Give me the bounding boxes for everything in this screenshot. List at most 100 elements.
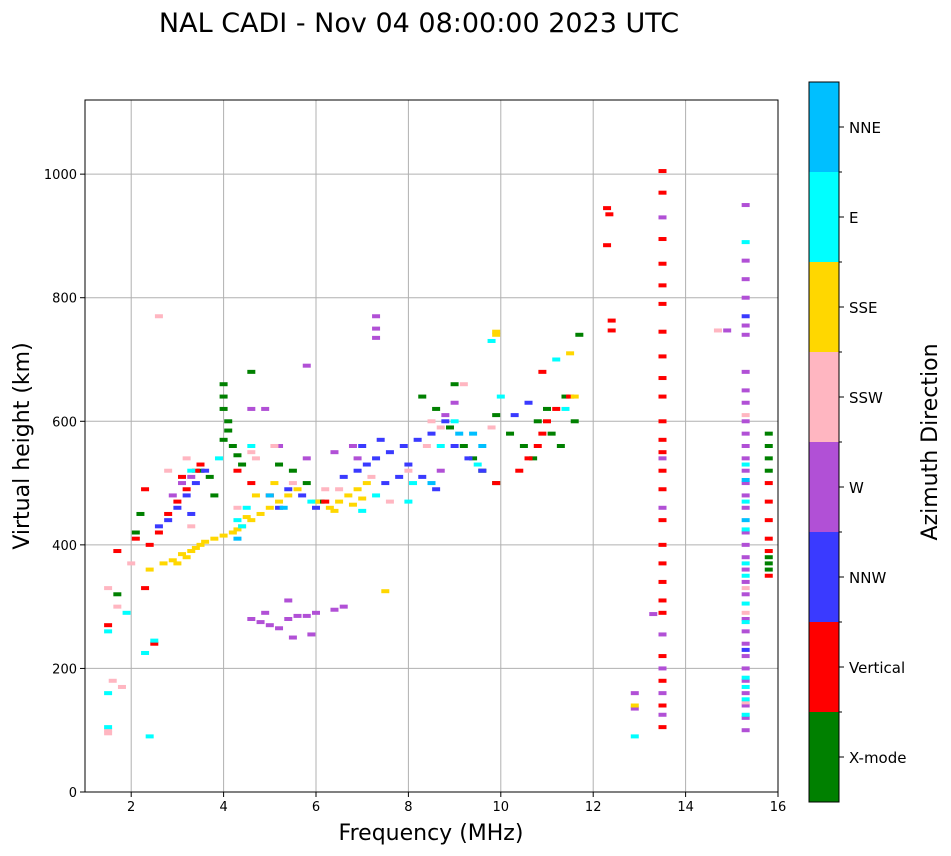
data-point bbox=[741, 413, 750, 418]
data-point bbox=[741, 697, 750, 702]
data-point bbox=[764, 456, 773, 461]
data-point bbox=[275, 444, 284, 448]
data-point bbox=[427, 431, 436, 436]
data-point bbox=[713, 328, 722, 333]
data-point bbox=[154, 524, 163, 529]
data-point bbox=[117, 684, 126, 689]
data-point bbox=[566, 394, 575, 399]
data-point bbox=[538, 431, 547, 436]
data-point bbox=[141, 650, 150, 655]
data-point bbox=[413, 437, 422, 442]
data-point bbox=[164, 468, 173, 473]
data-point bbox=[409, 481, 418, 486]
data-point bbox=[515, 468, 524, 473]
data-point bbox=[224, 419, 233, 424]
data-point bbox=[741, 586, 750, 591]
data-point bbox=[658, 354, 667, 359]
data-point bbox=[741, 715, 750, 720]
data-point bbox=[658, 190, 667, 195]
data-point bbox=[312, 610, 320, 615]
data-point bbox=[196, 542, 205, 547]
data-point bbox=[487, 425, 496, 430]
data-point bbox=[741, 468, 750, 473]
data-point bbox=[450, 419, 459, 424]
data-point bbox=[455, 431, 464, 436]
x-tick-label: 2 bbox=[127, 800, 135, 815]
data-point bbox=[741, 573, 750, 578]
data-point bbox=[284, 617, 293, 621]
data-point bbox=[741, 499, 750, 504]
data-point bbox=[741, 678, 750, 683]
data-point bbox=[658, 301, 667, 306]
data-point bbox=[178, 474, 187, 479]
data-point bbox=[741, 314, 750, 319]
colorbar-segment bbox=[809, 352, 839, 442]
data-point bbox=[459, 382, 468, 387]
colorbar-label: Azimuth Direction bbox=[918, 343, 943, 540]
data-point bbox=[570, 394, 579, 399]
data-point bbox=[344, 493, 353, 498]
data-point bbox=[298, 493, 307, 498]
data-point bbox=[741, 431, 750, 436]
data-point bbox=[741, 444, 750, 448]
data-point bbox=[764, 518, 773, 523]
data-point bbox=[312, 505, 320, 510]
y-tick-label: 600 bbox=[52, 415, 77, 430]
series-e bbox=[104, 240, 750, 739]
data-point bbox=[182, 555, 191, 560]
data-point bbox=[265, 623, 274, 628]
data-point bbox=[182, 456, 191, 461]
data-point bbox=[275, 505, 284, 510]
data-point bbox=[164, 518, 173, 523]
data-point bbox=[191, 481, 200, 486]
data-point bbox=[353, 456, 362, 461]
colorbar: X-mode Vertical NNW W SSW SSE E NNE bbox=[808, 81, 906, 803]
data-point bbox=[321, 487, 330, 492]
data-point bbox=[385, 450, 394, 455]
data-point bbox=[362, 462, 371, 467]
data-point bbox=[275, 462, 284, 467]
data-point bbox=[141, 487, 150, 492]
data-point bbox=[538, 369, 547, 374]
data-point bbox=[108, 678, 117, 683]
data-point bbox=[265, 493, 274, 498]
data-point bbox=[432, 487, 441, 492]
data-point bbox=[242, 505, 251, 510]
data-point bbox=[150, 638, 159, 643]
data-point bbox=[658, 394, 667, 399]
colorbar-tick-label: SSE bbox=[849, 299, 878, 317]
data-point bbox=[201, 539, 210, 544]
data-point bbox=[187, 474, 196, 479]
data-point bbox=[372, 493, 381, 498]
data-point bbox=[293, 487, 302, 492]
data-point bbox=[104, 629, 113, 634]
data-point bbox=[238, 462, 247, 467]
data-point bbox=[547, 431, 556, 436]
data-point bbox=[284, 598, 293, 603]
data-point bbox=[228, 444, 237, 448]
data-point bbox=[741, 691, 750, 696]
data-point bbox=[233, 453, 242, 458]
data-point bbox=[741, 555, 750, 560]
data-point bbox=[150, 641, 159, 646]
data-point bbox=[302, 363, 311, 368]
data-point bbox=[395, 474, 404, 479]
data-point bbox=[372, 335, 381, 340]
series-nnw bbox=[154, 314, 750, 652]
colorbar-segment bbox=[809, 622, 839, 712]
x-axis-ticks: 2 4 6 8 10 12 14 16 bbox=[127, 792, 786, 815]
data-point bbox=[104, 728, 113, 733]
data-point bbox=[307, 632, 316, 637]
data-marks bbox=[104, 169, 773, 739]
data-point bbox=[173, 561, 182, 566]
data-point bbox=[418, 394, 427, 399]
data-point bbox=[741, 456, 750, 461]
data-point bbox=[464, 456, 473, 461]
data-point bbox=[178, 481, 187, 486]
data-point bbox=[293, 613, 302, 618]
data-point bbox=[284, 487, 293, 492]
data-point bbox=[764, 431, 773, 436]
data-point bbox=[187, 511, 196, 516]
data-point bbox=[210, 493, 219, 498]
